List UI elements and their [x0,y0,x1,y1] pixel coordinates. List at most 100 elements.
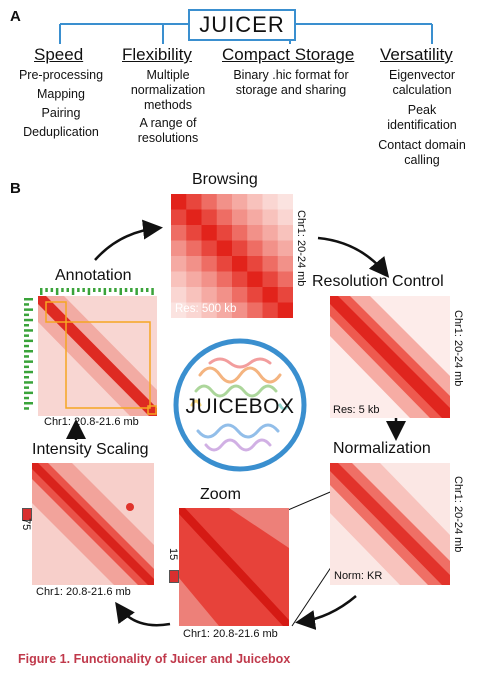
heatmap-cell [262,302,279,318]
list-item: identification [387,118,457,132]
heatmap-cell [262,209,279,226]
list-item: Contact domain [378,138,466,152]
heatmap-cell [232,256,248,272]
category-versatility-title: Versatility [380,45,453,64]
heatmap-cell [232,209,248,226]
annotation-track-tick [40,288,43,295]
heatmap-cell [232,225,248,241]
list-item: calculation [392,83,452,97]
annotation-track-tick [140,288,144,292]
resolution-res: Res: 5 kb [333,404,380,416]
heatmap-cell [171,271,187,288]
intensity-title: Intensity Scaling [32,441,149,458]
intensity-heatmap-shape [32,463,154,585]
zoom-scale: 15 [167,548,179,561]
heatmap-cell [277,256,293,272]
juicebox-label: JUICEBOX [185,395,295,418]
panel-a-label: A [10,8,21,25]
intensity-region: Chr1: 20.8-21.6 mb [36,586,131,598]
heatmap-cell [186,271,202,288]
list-item: Eigenvector [388,68,455,82]
annotation-track-tick [24,334,29,337]
annotation-title: Annotation [55,267,132,284]
heatmap-cell [247,271,263,288]
heatmap-cell [232,302,248,318]
zoom-scale-swatch [169,570,179,583]
annotation-track-tick [24,329,33,332]
annotation-track-tick [24,376,29,379]
annotation-track-tick [98,288,101,292]
heatmap-cell [262,256,279,272]
heatmap-cell [171,225,187,241]
annotation-track-tick [87,288,91,295]
zoom-heatmap [179,508,289,626]
browsing-heatmap-cells [171,194,293,318]
browsing-title: Browsing [192,171,258,188]
heatmap-cell [186,209,202,226]
heatmap-cell [186,302,202,318]
heatmap-cell [262,287,279,303]
heatmap-cell [247,302,263,318]
juicebox-logo [173,338,307,472]
heatmap-cell [216,240,233,257]
heatmap-cell [277,302,293,318]
annotation-track-tick [45,288,48,292]
list-item: Pairing [41,106,81,120]
list-item: Peak [407,103,437,117]
annotation-track-tick [24,386,29,389]
heatmap-cell [277,194,293,210]
heatmap-cell [216,287,233,303]
annotation-track-tick [151,288,154,295]
annotation-track-tick [24,313,29,317]
heatmap-cell [201,194,218,210]
list-item: Deduplication [23,125,99,139]
heatmap-cell [186,194,202,210]
annotation-track-tick [24,298,33,301]
heatmap-cell [201,287,218,303]
heatmap-cell [262,194,279,210]
normalization-heatmap-shape [330,463,450,585]
juicer-title: JUICER [188,9,296,41]
heatmap-cell [277,271,293,288]
heatmap-cell [262,240,279,257]
annotation-track-tick [24,303,29,306]
heatmap-cell [201,271,218,288]
annotation-track-tick [24,370,33,374]
annotation-track-tick [24,339,33,343]
annotation-track-tick [61,288,64,292]
resolution-heatmap-shape [330,296,450,418]
annotation-track-tick [50,288,54,292]
list-item: Pre-processing [18,68,104,82]
annotation-track-tick [124,288,128,292]
annotation-heatmap-shape [24,288,157,416]
annotation-track-tick [114,288,117,292]
annotation-track-tick [24,381,33,384]
intensity-scale-swatch [22,508,32,521]
heatmap-cell [232,194,248,210]
list-item: Mapping [37,87,85,101]
heatmap-cell [232,287,248,303]
annotation-track-tick [71,288,75,295]
zoom-region: Chr1: 20.8-21.6 mb [183,628,278,640]
zoom-title: Zoom [200,486,241,503]
list-item: storage and sharing [235,83,347,97]
annotation-track-tick [24,402,33,405]
heatmap-cell [262,271,279,288]
heatmap-cell [277,240,293,257]
heatmap-cell [216,256,233,272]
browsing-region: Chr1: 20-24 mb [295,210,307,287]
intensity-heatmap [32,463,154,585]
annotation-track-tick [24,391,33,395]
resolution-title: Resolution Control [312,273,444,290]
category-speed-title: Speed [34,45,84,64]
heatmap-cell [171,194,187,210]
annotation-track-tick [24,396,29,400]
annotation-track-tick [24,355,29,358]
annotation-track-tick [93,288,96,292]
browsing-resolution: Res: 500 kb [175,303,237,315]
heatmap-cell [186,287,202,303]
heatmap-cell [216,209,233,226]
annotation-track-tick [108,288,112,292]
heatmap-cell [247,256,263,272]
heatmap-cell [186,256,202,272]
